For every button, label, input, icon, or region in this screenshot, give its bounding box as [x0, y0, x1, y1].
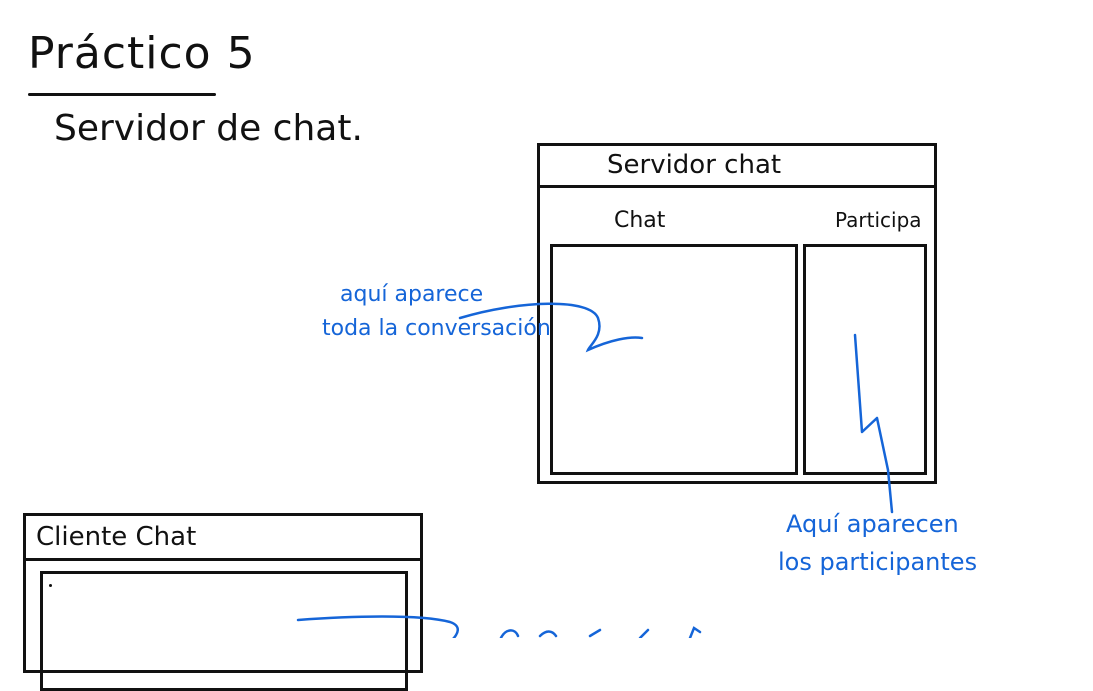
client-annotation-cutoff-scribble	[499, 626, 702, 638]
client-window-titlebar: Cliente Chat	[26, 516, 420, 561]
title-underline	[28, 93, 216, 96]
page-subtitle: Servidor de chat.	[54, 108, 363, 149]
chat-annotation-line1: aquí aparece	[340, 282, 484, 307]
participants-panel-label: Participa	[835, 208, 922, 232]
chat-conversation-panel[interactable]	[550, 244, 798, 475]
chat-annotation-line2: toda la conversación	[322, 316, 551, 341]
client-message-panel[interactable]	[40, 571, 408, 691]
client-chat-window: Cliente Chat	[23, 513, 423, 691]
server-window-titlebar: Servidor chat	[540, 146, 934, 188]
server-window-title: Servidor chat	[607, 150, 782, 180]
text-cursor-dot	[49, 584, 52, 587]
participants-list-panel[interactable]	[803, 244, 927, 475]
server-chat-window: Servidor chat Chat Participa	[537, 143, 937, 484]
page-title: Práctico 5	[28, 28, 256, 79]
client-window-title: Cliente Chat	[36, 522, 197, 552]
participants-annotation-line2: los participantes	[778, 548, 978, 576]
participants-annotation-line1: Aquí aparecen	[786, 510, 959, 538]
chat-panel-label: Chat	[614, 208, 666, 233]
